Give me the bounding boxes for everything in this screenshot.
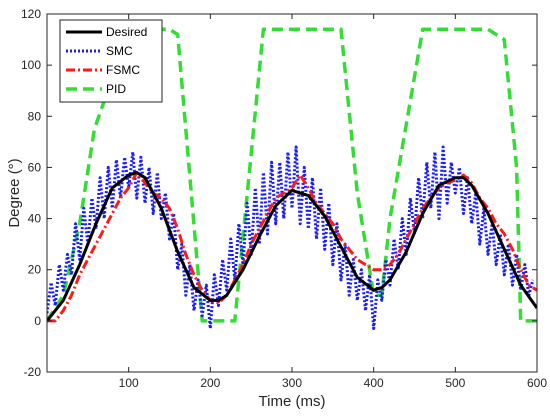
x-tick-label: 300 xyxy=(282,376,302,390)
legend-label-desired: Desired xyxy=(106,25,147,39)
y-tick-label: 100 xyxy=(21,58,41,72)
series-line-smc xyxy=(47,145,535,330)
y-tick-label: 60 xyxy=(28,160,42,174)
legend-label-pid: PID xyxy=(106,82,126,96)
y-tick-label: -20 xyxy=(24,365,42,379)
series-line-fsmc xyxy=(47,171,537,323)
x-axis-ticks: 100 200 300 400 500 600 xyxy=(119,14,547,390)
legend-label-smc: SMC xyxy=(106,44,133,58)
series-line-desired xyxy=(47,171,537,322)
legend-label-fsmc: FSMC xyxy=(106,63,140,77)
x-tick-label: 500 xyxy=(445,376,465,390)
x-axis-label: Time (ms) xyxy=(259,393,326,410)
x-tick-label: 200 xyxy=(200,376,220,390)
x-tick-label: 600 xyxy=(527,376,547,390)
y-tick-label: 0 xyxy=(34,314,41,328)
y-tick-label: 20 xyxy=(28,263,42,277)
y-tick-label: 80 xyxy=(28,109,42,123)
legend: Desired SMC FSMC PID xyxy=(59,19,163,103)
y-tick-label: 120 xyxy=(21,7,41,21)
y-tick-label: 40 xyxy=(28,212,42,226)
y-axis-ticks: -20 0 20 40 60 80 100 120 xyxy=(21,7,537,379)
x-tick-label: 100 xyxy=(119,376,139,390)
x-tick-label: 400 xyxy=(364,376,384,390)
y-axis-label: Degree (°) xyxy=(6,158,23,227)
